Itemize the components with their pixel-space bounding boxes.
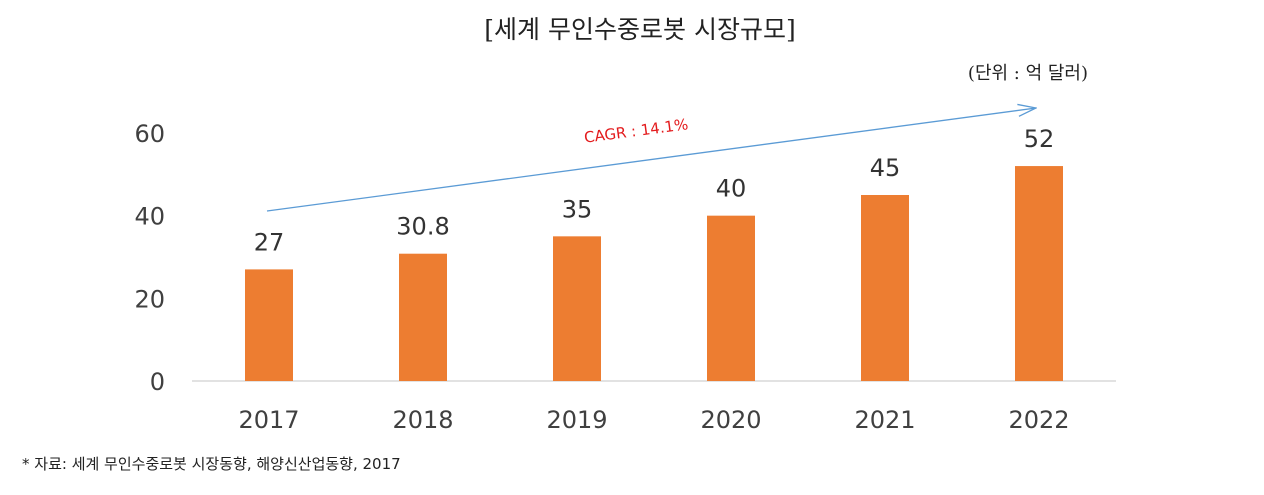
y-tick-label: 20 — [134, 285, 165, 313]
x-tick-label: 2018 — [392, 406, 453, 434]
bar-2020 — [707, 215, 755, 381]
y-tick-label: 40 — [134, 203, 165, 231]
bar-2018 — [399, 253, 447, 381]
data-label: 52 — [1024, 125, 1055, 153]
y-tick-label: 60 — [134, 120, 165, 148]
cagr-annotation: CAGR : 14.1% — [583, 115, 689, 147]
x-tick-label: 2020 — [700, 406, 761, 434]
bar-2022 — [1015, 166, 1063, 381]
x-tick-label: 2022 — [1008, 406, 1069, 434]
x-axis-ticks: 2017 2018 2019 2020 2021 2022 — [238, 406, 1069, 434]
data-label: 30.8 — [396, 213, 449, 241]
x-tick-label: 2021 — [854, 406, 915, 434]
y-tick-label: 0 — [150, 368, 165, 396]
chart-title: [세계 무인수중로봇 시장규모] — [484, 15, 795, 44]
x-tick-label: 2019 — [546, 406, 607, 434]
bar-2021 — [861, 195, 909, 381]
bar-series — [245, 166, 1063, 381]
data-label: 35 — [562, 195, 593, 223]
cagr-trend-arrow — [266, 108, 1036, 212]
bar-2017 — [245, 269, 293, 381]
bar-2019 — [553, 236, 601, 381]
source-note: * 자료: 세계 무인수중로봇 시장동향, 해양신산업동향, 2017 — [22, 455, 401, 473]
data-labels: 27 30.8 35 40 45 52 — [254, 125, 1055, 256]
y-axis-ticks: 0 20 40 60 — [134, 120, 165, 396]
unit-note: (단위 : 억 달러) — [968, 63, 1088, 84]
x-tick-label: 2017 — [238, 406, 299, 434]
data-label: 45 — [870, 154, 901, 182]
data-label: 40 — [716, 175, 747, 203]
data-label: 27 — [254, 228, 285, 256]
